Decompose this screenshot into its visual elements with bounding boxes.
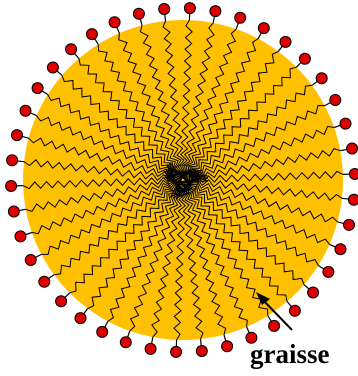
polar-head (307, 286, 320, 299)
polar-head (279, 35, 292, 48)
tail-chain (162, 20, 185, 173)
tail-chain (61, 75, 178, 176)
polar-head (245, 331, 258, 344)
tail-chain (181, 187, 204, 340)
tail-chain (36, 115, 176, 178)
tail-chain (190, 170, 344, 184)
polar-head (234, 11, 247, 24)
polar-head (268, 319, 281, 332)
tail-chain (151, 187, 185, 338)
polar-head (31, 82, 44, 95)
polar-head (347, 193, 358, 206)
arrow-head (256, 292, 270, 305)
polar-head (24, 254, 37, 266)
tail-chain (118, 33, 181, 174)
central-tangle (162, 162, 209, 200)
tail-chain (87, 186, 179, 309)
polar-head (5, 180, 18, 192)
polar-head (346, 142, 358, 155)
polar-head (348, 168, 358, 180)
polar-head (85, 28, 98, 41)
tail-chain (78, 58, 178, 175)
polar-head (19, 104, 32, 117)
arrow-shaft (261, 298, 293, 331)
tail-chain (188, 84, 313, 176)
tail-chain (69, 185, 178, 294)
tail-chain (189, 104, 325, 177)
polar-head (288, 304, 301, 317)
tail-chain (190, 177, 343, 201)
polar-head (315, 72, 328, 85)
polar-head (329, 94, 342, 106)
polar-head (144, 342, 157, 355)
polar-head (334, 243, 347, 256)
polar-head (6, 154, 19, 167)
tail-chain (187, 51, 279, 174)
polar-head (195, 345, 208, 357)
tail-chain (25, 179, 176, 212)
tail-chain (47, 94, 177, 177)
fat-label: graisse (250, 339, 330, 369)
polar-head (65, 43, 78, 56)
label-pointer-arrow (256, 292, 293, 331)
tail-chain (23, 159, 176, 183)
polar-head (11, 129, 23, 142)
tail-chain (53, 184, 178, 276)
tail-chain (97, 44, 180, 174)
fat-core-circle (23, 20, 343, 340)
polar-head (209, 5, 222, 18)
polar-head (339, 117, 352, 130)
polar-head (55, 295, 68, 308)
tail-chain (184, 28, 237, 173)
tail-chain (190, 179, 338, 223)
polar-head (170, 345, 183, 358)
tail-chain (186, 38, 259, 173)
tail-chain (190, 148, 341, 181)
tail-chain (190, 125, 335, 178)
hydrophobic-tails (22, 19, 344, 341)
polar-head (14, 230, 27, 243)
polar-head (119, 336, 132, 349)
tail-chain (41, 183, 177, 256)
polar-head (38, 275, 51, 288)
tail-chain (139, 25, 182, 173)
polar-head (298, 52, 311, 65)
polar-head (132, 7, 145, 20)
tail-chain (190, 182, 330, 245)
polar-head (221, 340, 234, 353)
tail-chain (28, 137, 176, 181)
tail-chain (188, 185, 288, 302)
tail-chain (22, 176, 176, 190)
polar-head (158, 3, 171, 15)
tail-chain (129, 187, 182, 332)
polar-head (322, 265, 335, 278)
polar-head (7, 205, 20, 218)
tail-chain (184, 187, 227, 335)
tail-chain (186, 186, 269, 316)
tail-chain (179, 19, 193, 173)
polar-head (96, 325, 109, 338)
tail-chain (188, 66, 297, 175)
tail-chain (188, 184, 305, 285)
polar-head (46, 61, 59, 74)
tail-chain (189, 183, 319, 266)
polar-head (257, 22, 270, 35)
tail-chain (31, 182, 176, 235)
hydrophilic-heads (5, 2, 358, 358)
tail-chain (185, 186, 248, 327)
polar-head (343, 218, 355, 231)
polar-head (108, 16, 121, 29)
polar-head (183, 2, 196, 15)
tail-chain (181, 22, 215, 173)
tail-chain (107, 187, 180, 322)
polar-head (74, 312, 87, 325)
tail-chain (173, 187, 187, 341)
